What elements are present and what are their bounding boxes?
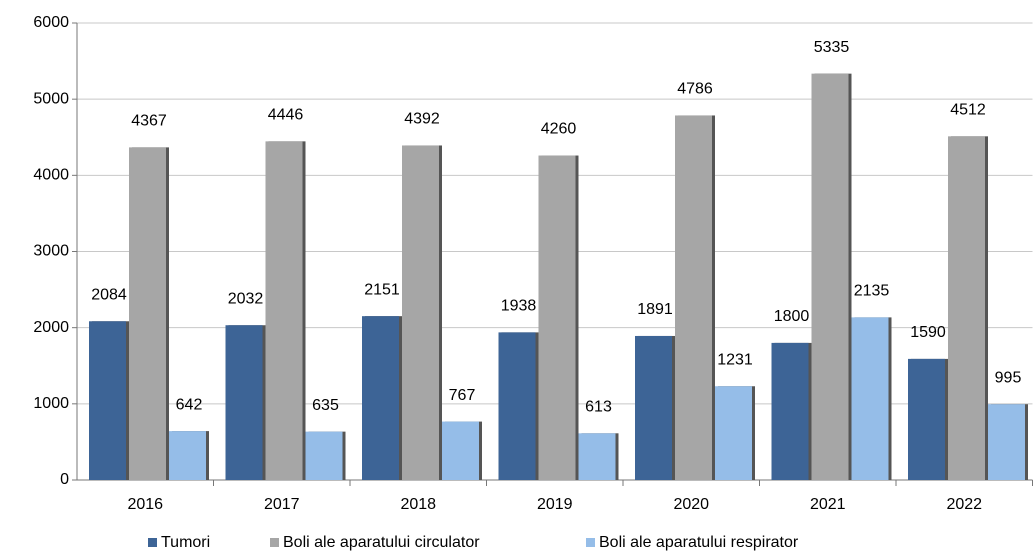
x-tick-label: 2019	[537, 496, 573, 513]
legend-label: Tumori	[161, 534, 210, 551]
bar	[635, 335, 672, 480]
value-label: 2135	[854, 283, 890, 300]
bar	[402, 145, 439, 480]
value-label: 2032	[228, 290, 264, 307]
bar	[305, 431, 343, 480]
x-tick-label: 2017	[264, 496, 300, 513]
y-tick-label: 0	[60, 471, 69, 488]
bar	[129, 147, 166, 480]
value-label: 642	[176, 396, 203, 413]
value-label: 4786	[677, 81, 713, 98]
bar	[675, 115, 712, 480]
value-label: 1231	[717, 351, 753, 368]
x-tick-label: 2018	[400, 496, 436, 513]
x-tick-label: 2022	[946, 496, 982, 513]
bar	[498, 332, 536, 480]
bar	[715, 386, 752, 480]
y-tick-label: 4000	[33, 167, 69, 184]
bar	[988, 404, 1025, 480]
value-label: 2151	[364, 281, 400, 298]
bar	[265, 141, 303, 480]
y-tick-label: 3000	[33, 243, 69, 260]
y-tick-label: 1000	[33, 395, 69, 412]
bar	[578, 433, 616, 480]
value-label: 1938	[501, 298, 537, 315]
legend-label: Boli ale aparatului circulator	[283, 534, 480, 551]
bar	[442, 421, 479, 480]
value-label: 995	[995, 369, 1022, 386]
legend-swatch	[586, 538, 595, 547]
y-tick-label: 2000	[33, 319, 69, 336]
bar	[851, 317, 889, 480]
bar	[538, 155, 576, 480]
y-tick-label: 6000	[33, 14, 69, 31]
value-label: 613	[585, 399, 612, 416]
bar	[908, 358, 945, 480]
value-label: 4392	[404, 111, 440, 128]
x-tick-label: 2021	[810, 496, 846, 513]
bar	[89, 321, 126, 480]
x-tick-label: 2020	[673, 496, 709, 513]
legend-label: Boli ale aparatului respirator	[599, 534, 799, 551]
value-label: 5335	[814, 39, 850, 56]
value-label: 4512	[950, 102, 986, 119]
bar	[771, 342, 809, 480]
legend-swatch	[270, 538, 279, 547]
bar	[948, 136, 985, 480]
value-label: 1891	[637, 301, 673, 318]
bar	[811, 73, 849, 481]
value-label: 1800	[774, 308, 810, 325]
bar	[362, 316, 399, 480]
value-label: 4446	[268, 107, 304, 124]
value-label: 2084	[91, 286, 127, 303]
x-tick-label: 2016	[127, 496, 163, 513]
value-label: 767	[449, 387, 476, 404]
legend-swatch	[148, 538, 157, 547]
value-label: 635	[312, 397, 339, 414]
value-label: 4260	[541, 121, 577, 138]
y-tick-label: 5000	[33, 90, 69, 107]
value-label: 1590	[910, 324, 946, 341]
value-label: 4367	[131, 113, 167, 130]
bar	[169, 431, 206, 480]
bar	[225, 325, 263, 480]
